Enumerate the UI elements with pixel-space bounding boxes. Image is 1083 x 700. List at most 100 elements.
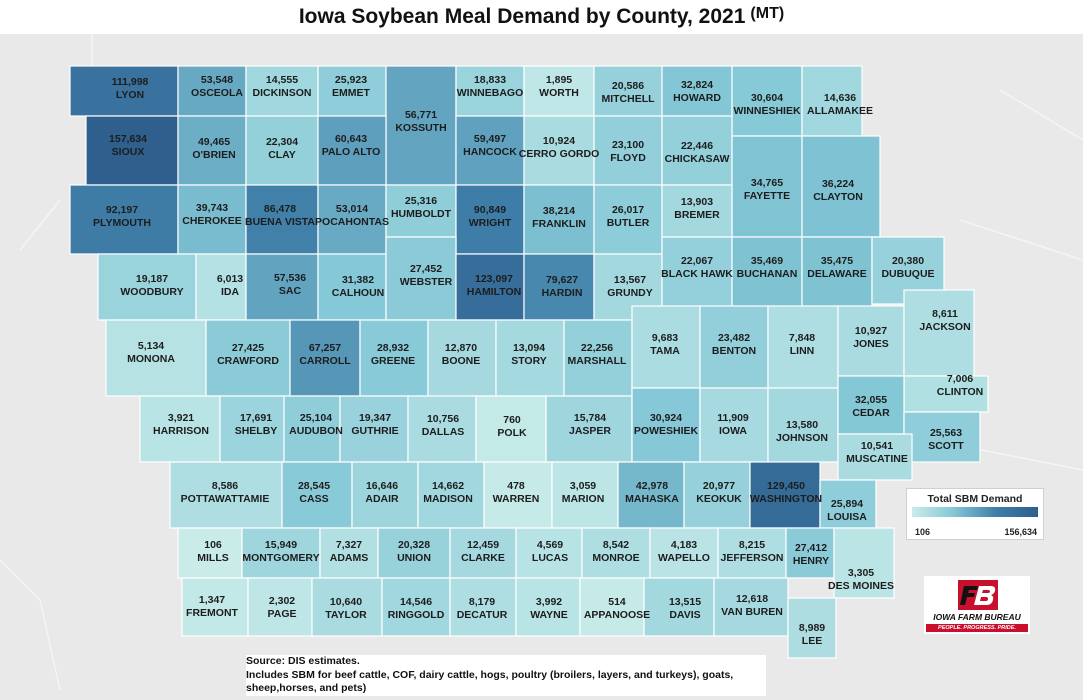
county-hardin[interactable] <box>523 253 595 321</box>
county-jones[interactable] <box>837 305 905 377</box>
county-monona[interactable] <box>105 319 207 397</box>
county-floyd[interactable] <box>593 115 663 186</box>
county-linn[interactable] <box>767 305 839 389</box>
county-name: ADAMS <box>329 552 369 564</box>
county-van-buren[interactable] <box>713 577 789 637</box>
county-mitchell[interactable] <box>593 65 663 117</box>
county-name: LINN <box>789 345 815 357</box>
county-woodbury[interactable] <box>97 253 197 321</box>
county-cerro-gordo[interactable] <box>523 115 595 186</box>
county-value: 3,059 <box>569 480 597 492</box>
county-decatur[interactable] <box>449 577 517 637</box>
county-name: JEFFERSON <box>720 552 784 564</box>
county-taylor[interactable] <box>311 577 383 637</box>
county-lee[interactable] <box>787 597 837 659</box>
county-henry[interactable] <box>785 527 835 579</box>
county-appanoose[interactable] <box>579 577 645 637</box>
county-keokuk[interactable] <box>683 461 751 529</box>
county-label-cherokee: 39,743 CHEROKEE <box>182 202 242 228</box>
county-mahaska[interactable] <box>617 461 685 529</box>
county-ringgold[interactable] <box>381 577 451 637</box>
county-lucas[interactable] <box>515 527 583 579</box>
county-kossuth[interactable] <box>385 65 457 186</box>
county-jackson[interactable] <box>903 289 975 377</box>
county-name: CARROLL <box>299 355 351 367</box>
county-polk[interactable] <box>475 395 547 463</box>
map-area[interactable]: 111,998 LYON 53,548 OSCEOLA 14,555 DICKINSON 2… <box>0 34 1083 700</box>
county-bremer[interactable] <box>661 184 733 238</box>
county-louisa[interactable] <box>819 479 877 529</box>
county-poweshiek[interactable] <box>631 387 701 463</box>
county-adair[interactable] <box>351 461 419 529</box>
county-allamakee[interactable] <box>801 65 863 137</box>
county-name: POLK <box>497 427 527 439</box>
county-buena-vista[interactable] <box>245 184 319 255</box>
county-mills[interactable] <box>177 527 243 579</box>
county-value: 8,989 <box>798 622 826 634</box>
county-label-sac: 57,536 SAC <box>274 272 306 298</box>
county-cherokee[interactable] <box>177 184 247 255</box>
county-page[interactable] <box>247 577 313 637</box>
county-value: 13,515 <box>668 596 702 608</box>
county-cass[interactable] <box>281 461 353 529</box>
county-webster[interactable] <box>385 236 457 321</box>
county-benton[interactable] <box>699 305 769 389</box>
county-sioux[interactable] <box>85 115 179 186</box>
county-name: LYON <box>115 89 145 101</box>
county-name: CASS <box>299 493 329 505</box>
county-sac[interactable] <box>245 253 319 321</box>
county-carroll[interactable] <box>289 319 361 397</box>
county-audubon[interactable] <box>283 395 341 463</box>
county-label-clayton: 36,224 CLAYTON <box>813 178 863 204</box>
county-emmet[interactable] <box>317 65 387 117</box>
county-boone[interactable] <box>427 319 497 397</box>
county-name: GREENE <box>370 355 416 367</box>
county-name: BREMER <box>674 209 720 221</box>
county-clay[interactable] <box>245 115 319 186</box>
county-jasper[interactable] <box>545 395 633 463</box>
county-value: 10,640 <box>329 596 363 608</box>
county-label-dallas: 10,756 DALLAS <box>422 413 465 439</box>
county-label-mills: 106 MILLS <box>197 539 229 565</box>
county-label-polk: 760 POLK <box>497 414 526 440</box>
county-wright[interactable] <box>455 184 525 255</box>
county-marion[interactable] <box>551 461 619 529</box>
county-humboldt[interactable] <box>385 184 457 238</box>
county-iowa[interactable] <box>699 387 769 463</box>
county-des-moines[interactable] <box>833 527 895 599</box>
county-clinton[interactable] <box>903 375 989 413</box>
county-name: CALHOUN <box>331 287 385 299</box>
county-value: 27,425 <box>231 342 265 354</box>
county-name: MONONA <box>127 353 175 365</box>
county-value: 18,833 <box>473 74 507 86</box>
county-label-washington: 129,450 WASHINGTON <box>750 480 822 506</box>
county-palo-alto[interactable] <box>317 115 387 186</box>
county-scott[interactable] <box>903 411 981 463</box>
county-davis[interactable] <box>643 577 715 637</box>
county-muscatine[interactable] <box>837 433 913 481</box>
county-layer <box>69 65 989 659</box>
county-label-muscatine: 10,541 MUSCATINE <box>846 440 908 466</box>
county-cedar[interactable] <box>837 375 905 435</box>
county-clayton[interactable] <box>801 135 881 238</box>
county-winnebago[interactable] <box>455 65 525 117</box>
county-hamilton[interactable] <box>455 253 525 321</box>
county-franklin[interactable] <box>523 184 595 255</box>
county-winneshiek[interactable] <box>731 65 803 137</box>
county-label-montgomery: 15,949 MONTGOMERY <box>242 539 319 565</box>
county-name: CHEROKEE <box>182 215 242 227</box>
county-dallas[interactable] <box>407 395 477 463</box>
county-name: MUSCATINE <box>846 453 908 465</box>
county-value: 30,924 <box>649 412 683 424</box>
county-shelby[interactable] <box>219 395 285 463</box>
county-o-brien[interactable] <box>177 115 247 186</box>
county-worth[interactable] <box>523 65 595 117</box>
county-label-dubuque: 20,380 DUBUQUE <box>881 255 934 281</box>
county-name: CRAWFORD <box>217 355 279 367</box>
county-ida[interactable] <box>195 253 247 321</box>
county-tama[interactable] <box>631 305 701 389</box>
county-marshall[interactable] <box>563 319 633 397</box>
county-value: 67,257 <box>308 342 342 354</box>
county-madison[interactable] <box>417 461 485 529</box>
county-value: 57,536 <box>273 272 307 284</box>
